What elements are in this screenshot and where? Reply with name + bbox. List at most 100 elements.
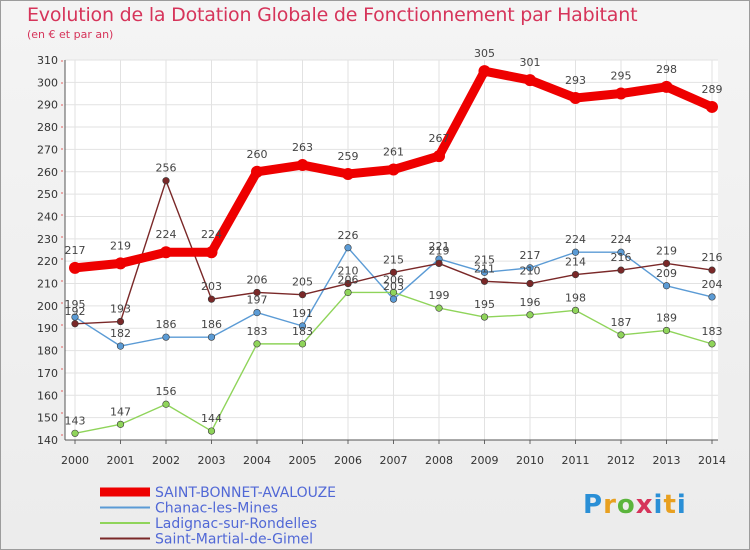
data-label: 195 [65, 298, 86, 311]
y-tick-label: 170 [37, 367, 58, 380]
data-point [662, 326, 671, 335]
data-label: 219 [656, 244, 677, 257]
data-label: 195 [474, 298, 495, 311]
data-point [160, 246, 172, 259]
data-label: 186 [156, 318, 177, 331]
data-point [253, 288, 261, 297]
data-label: 293 [565, 74, 586, 87]
data-label: 217 [520, 249, 541, 262]
x-tick-label: 2009 [471, 454, 499, 467]
data-label: 193 [110, 303, 131, 316]
data-label: 198 [565, 291, 586, 304]
data-label: 219 [110, 239, 131, 252]
x-tick-label: 2005 [289, 454, 317, 467]
data-label: 215 [474, 253, 495, 266]
data-label: 216 [611, 251, 632, 264]
y-tick-label: 200 [37, 300, 58, 313]
data-point [706, 100, 718, 113]
legend-label: Ladignac-sur-Rondelles [155, 516, 317, 532]
data-label: 295 [611, 70, 632, 83]
data-point [296, 159, 309, 172]
data-label: 211 [474, 262, 495, 275]
data-point [478, 65, 491, 78]
data-point [69, 261, 81, 274]
legend-label: Saint-Martial-de-Gimel [155, 532, 313, 548]
axes: 140 150 160 170 180 190 200 210 220 230 240 250 260 2… [37, 54, 726, 467]
data-label: 226 [338, 229, 359, 242]
data-point [617, 266, 625, 274]
data-label: 261 [383, 146, 404, 159]
x-tick-label: 2014 [698, 454, 726, 467]
x-tick-label: 2012 [607, 454, 635, 467]
data-point [480, 313, 489, 321]
data-point [571, 270, 580, 279]
chart-subtitle: (en € et par an) [27, 28, 114, 41]
y-tick-label: 310 [37, 54, 58, 67]
data-point [116, 317, 125, 326]
x-tick-label: 2007 [380, 454, 408, 467]
data-label: 217 [65, 244, 86, 257]
data-label: 206 [383, 273, 404, 286]
data-point [298, 291, 307, 299]
data-point [389, 268, 398, 276]
x-tick-label: 2004 [243, 454, 271, 467]
data-label: 143 [65, 414, 86, 427]
data-point [617, 248, 625, 256]
data-label: 197 [247, 294, 268, 307]
data-label: 210 [338, 265, 359, 278]
data-point [116, 342, 125, 350]
data-label: 189 [656, 311, 677, 324]
y-tick-label: 240 [37, 210, 58, 223]
data-point [708, 293, 716, 301]
data-label: 147 [110, 405, 131, 418]
data-point [617, 331, 625, 339]
data-point [162, 333, 170, 341]
data-point [662, 282, 671, 290]
data-point [207, 295, 216, 303]
data-point [389, 288, 398, 297]
data-point [389, 295, 398, 303]
data-label: 305 [474, 47, 495, 60]
data-point [571, 248, 580, 256]
data-point [207, 333, 216, 341]
data-point [708, 340, 716, 348]
x-tick-label: 2002 [152, 454, 180, 467]
x-tick-label: 2003 [198, 454, 226, 467]
x-tick-label: 2008 [425, 454, 453, 467]
y-tick-label: 300 [37, 76, 58, 89]
y-tick-label: 250 [37, 188, 58, 201]
data-point [253, 308, 261, 317]
data-point [71, 320, 79, 328]
x-tick-label: 2006 [334, 454, 362, 467]
data-label: 187 [611, 316, 632, 329]
data-point [71, 429, 79, 437]
series-lines [69, 65, 718, 437]
data-label: 186 [201, 318, 222, 331]
y-tick-label: 270 [37, 143, 58, 156]
data-point [342, 168, 354, 180]
data-label: 183 [702, 325, 723, 338]
grid [65, 59, 718, 441]
data-label: 214 [565, 256, 586, 269]
data-label: 204 [702, 278, 723, 291]
data-label: 259 [338, 150, 359, 163]
data-point [207, 427, 216, 435]
data-label: 192 [65, 305, 86, 318]
data-label: 224 [565, 233, 586, 246]
data-point [114, 257, 127, 270]
data-label: 210 [520, 265, 541, 278]
data-point [251, 165, 263, 178]
chart-title: Evolution de la Dotation Globale de Fonc… [27, 4, 638, 26]
data-point [526, 311, 534, 319]
data-point [662, 259, 671, 268]
y-tick-label: 220 [37, 255, 58, 268]
data-labels: 195 182 186 186 197 191 226 203 221 215 217 224 224 2… [65, 47, 723, 427]
data-point [571, 306, 580, 314]
x-tick-label: 2000 [61, 454, 89, 467]
data-label: 219 [429, 244, 450, 257]
data-point [162, 400, 170, 408]
data-point [480, 268, 489, 276]
x-tick-label: 2010 [516, 454, 544, 467]
data-point [526, 264, 534, 272]
